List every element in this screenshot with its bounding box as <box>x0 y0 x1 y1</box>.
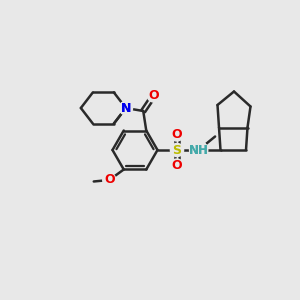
Text: NH: NH <box>189 143 208 157</box>
Circle shape <box>170 143 184 157</box>
Circle shape <box>190 141 208 159</box>
Circle shape <box>170 128 184 141</box>
Text: O: O <box>172 159 182 172</box>
Circle shape <box>190 141 208 159</box>
Text: N: N <box>121 101 131 115</box>
Text: O: O <box>172 128 182 141</box>
Circle shape <box>103 173 116 187</box>
Text: NH: NH <box>189 143 208 157</box>
Text: O: O <box>104 173 115 187</box>
Circle shape <box>147 89 160 102</box>
Circle shape <box>170 159 184 172</box>
Text: S: S <box>172 143 182 157</box>
Text: O: O <box>148 89 159 102</box>
Circle shape <box>119 101 133 115</box>
Text: N: N <box>121 101 131 115</box>
Circle shape <box>119 101 133 115</box>
